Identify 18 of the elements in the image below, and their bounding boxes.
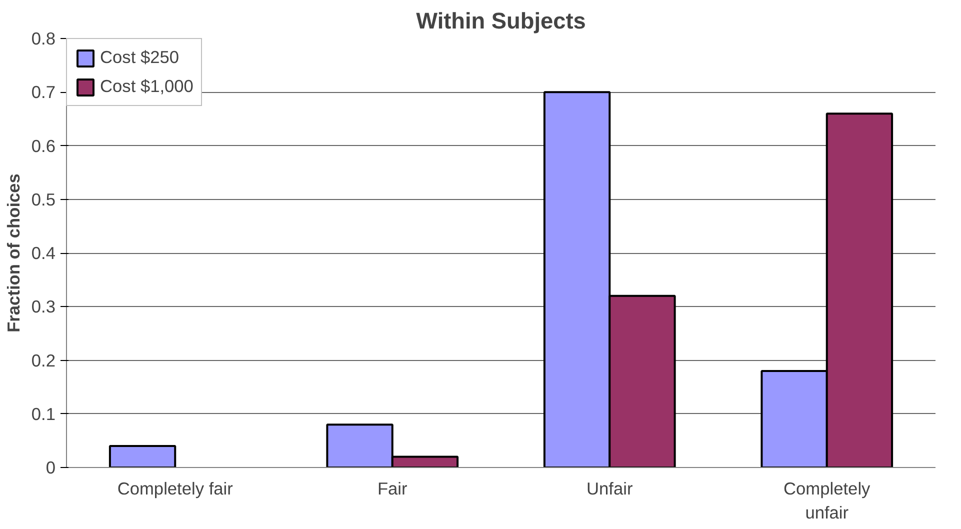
bar bbox=[108, 445, 176, 468]
legend-label: Cost $1,000 bbox=[100, 76, 194, 97]
y-tick-label: 0 bbox=[46, 458, 56, 478]
y-axis-title: Fraction of choices bbox=[3, 174, 24, 332]
y-tick-label: 0.2 bbox=[31, 350, 56, 370]
x-tick-label: Completely fair bbox=[117, 478, 234, 498]
x-tick-label: Unfair bbox=[586, 478, 633, 498]
x-tick-label: Completely unfair bbox=[784, 478, 871, 522]
x-tick-label: Fair bbox=[377, 478, 408, 498]
legend-label: Cost $250 bbox=[100, 47, 179, 68]
y-tick-label: 0.1 bbox=[31, 404, 56, 424]
y-tick-label: 0.7 bbox=[31, 82, 56, 102]
y-tick-label: 0.4 bbox=[31, 243, 56, 263]
y-tick-label: 0.5 bbox=[31, 189, 56, 210]
y-tick-label: 0.8 bbox=[31, 28, 56, 48]
y-tick-label: 0.3 bbox=[31, 296, 56, 317]
chart-title: Within Subjects bbox=[416, 8, 586, 34]
y-tick-label: 0.6 bbox=[31, 136, 56, 156]
